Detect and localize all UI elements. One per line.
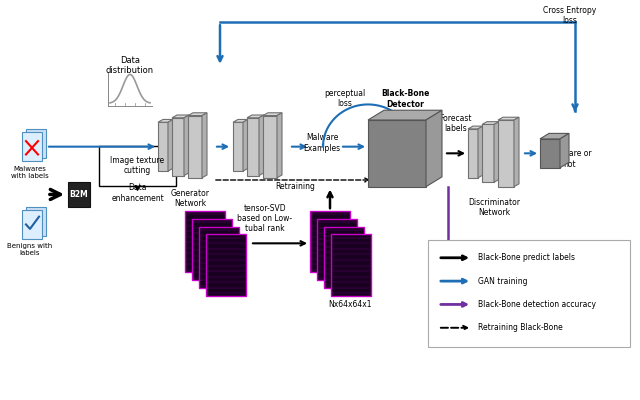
Text: B2M: B2M: [70, 190, 88, 199]
Text: Retraining Black-Bone: Retraining Black-Bone: [478, 323, 563, 332]
Polygon shape: [263, 116, 277, 178]
Text: Retraining: Retraining: [275, 182, 315, 191]
Polygon shape: [478, 126, 483, 178]
Text: Malwares
with labels: Malwares with labels: [11, 166, 49, 178]
FancyBboxPatch shape: [26, 129, 46, 158]
FancyBboxPatch shape: [99, 146, 176, 186]
Polygon shape: [426, 110, 442, 187]
Polygon shape: [259, 115, 264, 176]
Text: BBDA: BBDA: [506, 250, 536, 260]
FancyBboxPatch shape: [317, 219, 357, 280]
Polygon shape: [168, 120, 173, 171]
Text: Generator
Network: Generator Network: [170, 189, 209, 208]
Polygon shape: [277, 113, 282, 178]
Polygon shape: [498, 117, 519, 120]
Polygon shape: [560, 133, 569, 168]
Polygon shape: [243, 120, 248, 171]
Polygon shape: [184, 115, 189, 176]
Text: Nx64x64x1: Nx64x64x1: [328, 300, 372, 309]
Text: Malware or
not: Malware or not: [548, 149, 591, 168]
Polygon shape: [158, 122, 168, 171]
Polygon shape: [233, 122, 243, 171]
FancyBboxPatch shape: [22, 210, 42, 239]
Text: Malware
Examples: Malware Examples: [303, 133, 340, 153]
Text: Image texture
cutting: Image texture cutting: [111, 156, 164, 175]
Polygon shape: [514, 117, 519, 187]
Text: tensor-SVD
based on Low-
tubal rank: tensor-SVD based on Low- tubal rank: [237, 204, 292, 233]
Polygon shape: [468, 126, 483, 129]
FancyBboxPatch shape: [324, 227, 364, 288]
Polygon shape: [172, 118, 184, 176]
Polygon shape: [158, 120, 173, 122]
FancyBboxPatch shape: [199, 227, 239, 288]
Polygon shape: [468, 129, 478, 178]
FancyBboxPatch shape: [26, 207, 46, 236]
Text: Data
enhancement: Data enhancement: [111, 183, 164, 203]
Polygon shape: [188, 113, 207, 116]
FancyBboxPatch shape: [68, 182, 90, 207]
Text: GAN training: GAN training: [478, 277, 527, 286]
Text: Discriminator
Network: Discriminator Network: [468, 198, 520, 217]
FancyBboxPatch shape: [22, 132, 42, 161]
Polygon shape: [172, 115, 189, 118]
Polygon shape: [540, 139, 560, 168]
Polygon shape: [494, 122, 499, 182]
Polygon shape: [263, 113, 282, 116]
FancyBboxPatch shape: [428, 240, 630, 347]
Polygon shape: [482, 122, 499, 124]
Polygon shape: [188, 116, 202, 178]
FancyBboxPatch shape: [310, 211, 350, 272]
Polygon shape: [247, 118, 259, 176]
Polygon shape: [498, 120, 514, 187]
Text: Data
distribution: Data distribution: [106, 56, 154, 75]
Text: Black-Bone
Detector: Black-Bone Detector: [381, 90, 429, 109]
Polygon shape: [202, 113, 207, 178]
Polygon shape: [368, 110, 442, 120]
FancyBboxPatch shape: [331, 234, 371, 296]
Text: Black-Bone predict labels: Black-Bone predict labels: [478, 253, 575, 262]
Text: perceptual
loss: perceptual loss: [324, 89, 365, 108]
Polygon shape: [247, 115, 264, 118]
Text: Black-Bone detection accuracy: Black-Bone detection accuracy: [478, 300, 596, 309]
FancyBboxPatch shape: [192, 219, 232, 280]
Polygon shape: [482, 124, 494, 182]
Text: Benigns with
labels: Benigns with labels: [8, 243, 52, 256]
Text: Cross Entropy
loss: Cross Entropy loss: [543, 6, 596, 25]
FancyBboxPatch shape: [206, 234, 246, 296]
Polygon shape: [540, 133, 569, 139]
FancyBboxPatch shape: [185, 211, 225, 272]
Polygon shape: [233, 120, 248, 122]
Text: Forecast
labels: Forecast labels: [440, 114, 472, 133]
Polygon shape: [368, 120, 426, 187]
